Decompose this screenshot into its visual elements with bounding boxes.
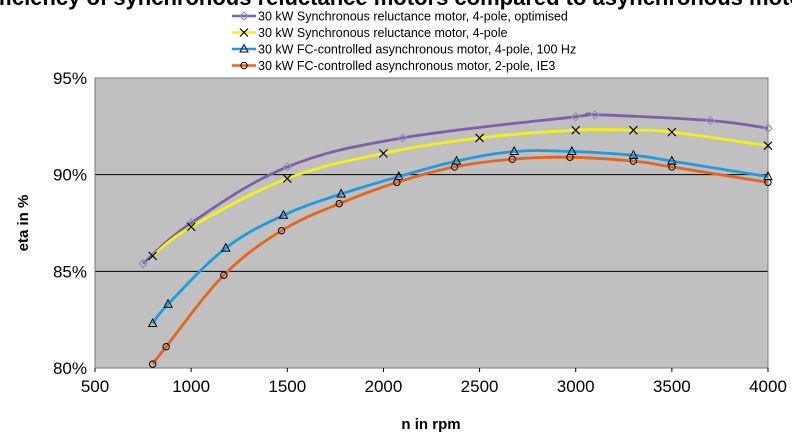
x-tick-label: 1500 bbox=[268, 377, 306, 396]
x-tick-label: 3500 bbox=[653, 377, 691, 396]
legend-item: 30 kW Synchronous reluctance motor, 4-po… bbox=[232, 26, 507, 40]
data-point bbox=[570, 111, 581, 122]
data-point bbox=[571, 125, 581, 135]
series-line bbox=[151, 155, 769, 365]
legend-label: 30 kW Synchronous reluctance motor, 4-po… bbox=[258, 10, 568, 24]
data-point bbox=[278, 209, 289, 219]
legend-marker bbox=[239, 28, 249, 37]
legend-marker bbox=[239, 43, 249, 53]
data-point bbox=[475, 133, 484, 143]
data-point bbox=[668, 163, 676, 171]
x-axis-ticks: 500 1000 1500 2000 2500 3000 3500 4000 bbox=[81, 368, 787, 396]
data-point bbox=[336, 188, 346, 198]
y-tick-label: 95% bbox=[53, 69, 87, 88]
series-4 bbox=[148, 153, 772, 368]
data-point bbox=[763, 141, 773, 151]
data-point bbox=[138, 258, 148, 269]
data-point bbox=[397, 133, 408, 143]
data-point bbox=[590, 109, 600, 120]
data-point bbox=[147, 317, 158, 328]
x-tick-label: 3000 bbox=[557, 377, 595, 396]
x-tick-label: 4000 bbox=[749, 377, 787, 396]
data-point bbox=[628, 125, 638, 135]
series-2 bbox=[148, 125, 773, 261]
data-point bbox=[148, 251, 158, 261]
data-point bbox=[220, 242, 231, 252]
plot-area bbox=[95, 78, 768, 368]
y-axis-ticks: 80% 85% 90% 95% bbox=[53, 69, 87, 378]
data-point bbox=[450, 163, 459, 171]
x-tick-label: 1000 bbox=[172, 377, 210, 396]
x-tick-label: 2000 bbox=[365, 377, 403, 396]
legend-item: 30 kW FC-controlled asynchronous motor, … bbox=[232, 43, 576, 57]
data-point bbox=[393, 178, 401, 187]
legend: 30 kW Synchronous reluctance motor, 4-po… bbox=[232, 10, 576, 73]
data-point bbox=[162, 343, 170, 351]
data-point bbox=[566, 153, 574, 161]
series-layer bbox=[138, 109, 773, 368]
data-point bbox=[186, 222, 196, 232]
data-point bbox=[705, 115, 716, 126]
data-point bbox=[220, 271, 228, 279]
legend-item: 30 kW Synchronous reluctance motor, 4-po… bbox=[232, 10, 568, 24]
data-point bbox=[629, 157, 638, 165]
legend-item: 30 kW FC-controlled asynchronous motor, … bbox=[232, 59, 555, 73]
legend-marker bbox=[240, 61, 248, 70]
plot-border bbox=[94, 77, 769, 369]
legend-label: 30 kW FC-controlled asynchronous motor, … bbox=[258, 43, 576, 57]
y-axis-title: eta in % bbox=[15, 195, 32, 252]
data-point bbox=[282, 162, 293, 172]
data-point bbox=[379, 148, 388, 158]
data-point bbox=[763, 123, 773, 134]
x-tick-label: 2500 bbox=[461, 377, 499, 396]
data-point bbox=[277, 227, 286, 235]
data-point bbox=[335, 199, 343, 208]
legend-label: 30 kW Synchronous reluctance motor, 4-po… bbox=[258, 26, 507, 40]
data-point bbox=[163, 298, 173, 308]
series-line bbox=[142, 112, 769, 265]
data-point bbox=[282, 174, 292, 183]
legend-label: 30 kW FC-controlled asynchronous motor, … bbox=[258, 59, 555, 73]
chart-title: Efficiency of synchronous reluctance mot… bbox=[0, 0, 792, 10]
data-point bbox=[148, 360, 157, 368]
x-axis-title: n in rpm bbox=[401, 416, 460, 433]
gridlines bbox=[94, 77, 769, 369]
data-point bbox=[667, 127, 677, 137]
data-point bbox=[764, 178, 772, 187]
x-tick-label: 500 bbox=[81, 377, 109, 396]
y-tick-label: 85% bbox=[53, 262, 87, 281]
data-point bbox=[508, 155, 516, 163]
legend-marker bbox=[239, 11, 249, 21]
data-point bbox=[509, 145, 520, 155]
series-line bbox=[151, 128, 769, 258]
series-line bbox=[151, 149, 769, 325]
y-tick-label: 80% bbox=[53, 359, 87, 378]
y-tick-label: 90% bbox=[53, 166, 87, 185]
